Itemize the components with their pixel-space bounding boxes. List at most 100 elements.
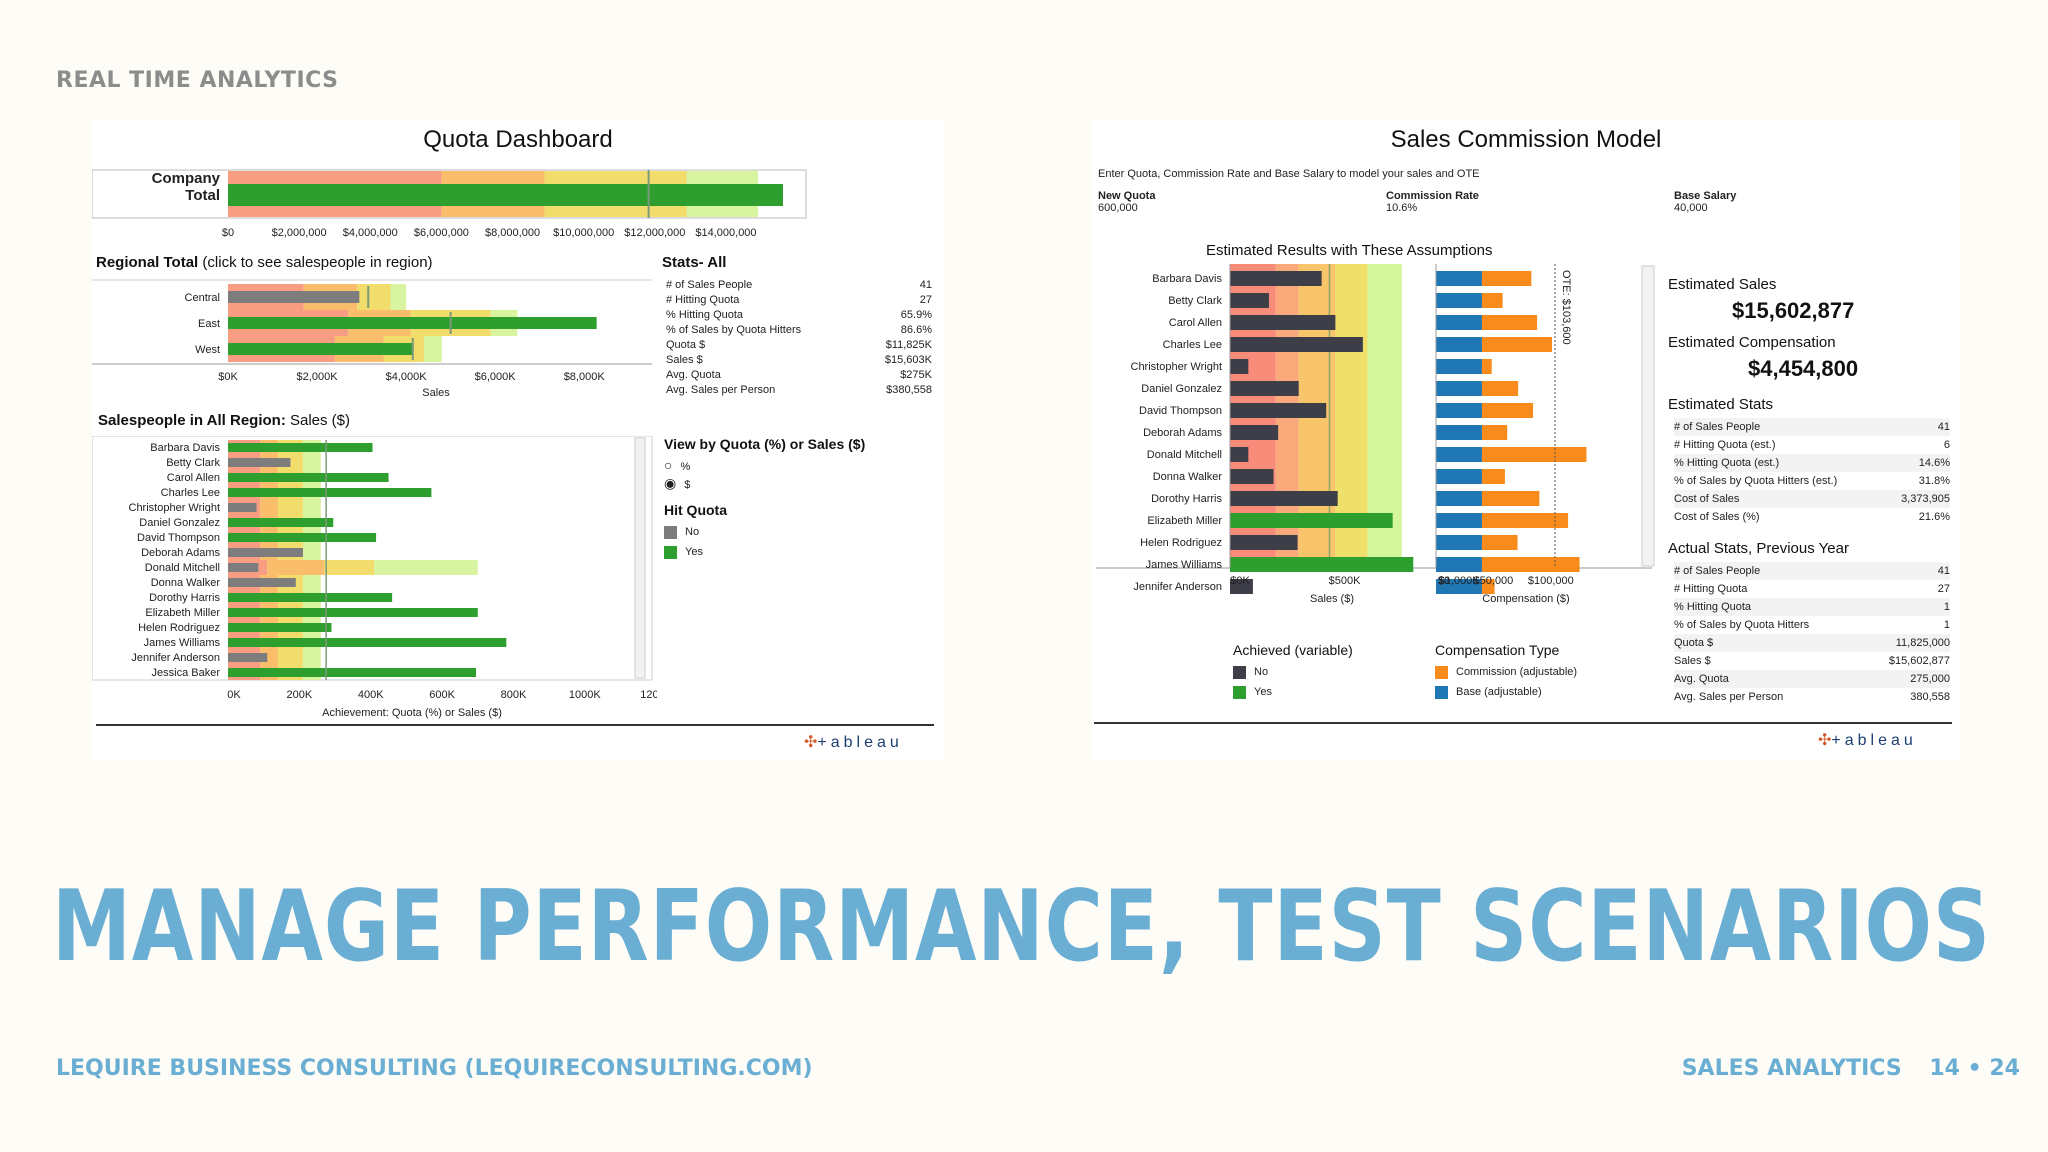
commission-row-label: Daniel Gonzalez (1141, 383, 1222, 395)
sales-tick-label: $500K (1329, 575, 1361, 587)
company-total-chart[interactable]: $0 $2,000,000 $4,000,000 $6,000,000 $8,000,0… (92, 164, 944, 364)
legend-item[interactable]: Yes (1233, 682, 1272, 702)
legend-item[interactable]: Yes (664, 542, 703, 562)
regional-heading: Regional Total (click to see salespeople… (96, 254, 433, 271)
stats-value: 6 (1943, 439, 1950, 451)
commission-bar (1481, 381, 1519, 396)
salespeople-bar (228, 443, 373, 452)
param-value[interactable]: 40,000 (1674, 202, 1708, 214)
salespeople-tick-label: 200K (287, 689, 313, 701)
quota-dashboard: Quota Dashboard Company Total $0 $2,000,0… (92, 120, 944, 760)
stats-value: 380,558 (1910, 691, 1950, 703)
regional-bar (228, 291, 360, 303)
param-value[interactable]: 600,000 (1098, 202, 1138, 214)
stats-value: 41 (919, 279, 932, 291)
stats-value: 3,373,905 (1901, 493, 1950, 505)
legend-item[interactable]: Commission (adjustable) (1435, 662, 1577, 682)
salespeople-heading: Salespeople in All Region: Sales ($) (98, 412, 351, 429)
sales-bar (1230, 513, 1393, 528)
company-total-bar (228, 184, 783, 206)
tableau-logo: ✣+ableau (804, 734, 903, 751)
commission-row-label: Christopher Wright (1131, 361, 1223, 373)
commission-model-rule (1094, 722, 1952, 724)
commission-charts[interactable]: Barbara Davis Betty Clark Carol Allen Charl… (1092, 264, 1660, 634)
comp-legend-heading: Compensation Type (1435, 642, 1560, 658)
param-field[interactable]: New Quota 600,000 (1098, 190, 1155, 214)
stats-label: Sales $ (666, 354, 703, 366)
sales-bar (1230, 359, 1249, 374)
param-value[interactable]: 10.6% (1386, 202, 1418, 214)
salespeople-band (277, 500, 303, 515)
commission-row-label: Betty Clark (1168, 295, 1222, 307)
legend-item[interactable]: No (664, 522, 703, 542)
legend-swatch (1233, 665, 1246, 679)
sales-bar (1230, 535, 1298, 550)
base-bar (1436, 579, 1482, 594)
legend-swatch (1435, 665, 1448, 679)
stats-value: 21.6% (1918, 511, 1950, 523)
view-option-percent[interactable]: ○% (664, 456, 690, 474)
salespeople-band (302, 455, 321, 470)
param-field[interactable]: Commission Rate 10.6% (1386, 190, 1479, 214)
hit-quota-legend: No Yes (664, 522, 703, 562)
estimated-comp-label: Estimated Compensation (1668, 334, 1836, 351)
legend-item[interactable]: No (1233, 662, 1272, 682)
legend-label: Yes (1254, 686, 1272, 698)
sales-bar (1230, 293, 1269, 308)
salespeople-bar (228, 668, 476, 677)
param-field[interactable]: Base Salary 40,000 (1674, 190, 1736, 214)
regional-tick-label: $2,000K (297, 371, 339, 383)
legend-label: Yes (685, 546, 703, 558)
base-bar (1436, 425, 1482, 440)
stats-label: Avg. Sales per Person (666, 384, 776, 396)
commission-scrollbar (1641, 265, 1655, 567)
hit-quota-heading: Hit Quota (664, 502, 727, 518)
stats-value: 1 (1943, 619, 1950, 631)
param-label: New Quota (1098, 190, 1156, 202)
view-option-dollar[interactable]: ◉ $ (664, 474, 690, 492)
stats-label: Avg. Quota (666, 369, 721, 381)
salespeople-bar (228, 518, 334, 527)
radio-icon[interactable]: ◉ (664, 475, 677, 491)
salespeople-frame (92, 436, 653, 681)
stats-value: $15,602,877 (1888, 655, 1950, 667)
sales-bar (1230, 425, 1279, 440)
stats-row: Quota $ 11,825,000 (1674, 634, 1950, 652)
salespeople-bar (228, 593, 393, 602)
commission-bar (1481, 535, 1518, 550)
commission-bar (1481, 579, 1495, 594)
stats-value: 14.6% (1918, 457, 1950, 469)
stats-label: Cost of Sales (1674, 493, 1740, 505)
commission-row-label: David Thompson (1139, 405, 1222, 417)
salespeople-chart[interactable]: Barbara Davis Betty Clark Carol Allen Charl… (92, 436, 657, 746)
stats-label: Quota $ (1674, 637, 1714, 649)
radio-icon[interactable]: ○ (664, 457, 673, 473)
base-bar (1436, 271, 1482, 286)
stats-value: 86.6% (900, 324, 932, 336)
stats-label: % of Sales by Quota Hitters (666, 324, 802, 336)
legend-label: Commission (adjustable) (1456, 666, 1578, 678)
regional-chart[interactable]: Central East West $0K $2,000K $4,000K $6,000K $… (92, 278, 652, 398)
legend-label: No (685, 526, 700, 538)
estimated-sales-value: $15,602,877 (1732, 298, 1855, 323)
legend-item[interactable]: Base (adjustable) (1435, 682, 1577, 702)
commission-bar (1481, 557, 1580, 572)
sales-bar (1230, 315, 1336, 330)
commission-row-label: Donald Mitchell (1147, 449, 1222, 461)
commission-bar (1481, 491, 1540, 506)
stats-row: # of Sales People 41 (1674, 562, 1950, 580)
commission-bar (1481, 447, 1587, 462)
commission-bar (1481, 513, 1569, 528)
salespeople-band (277, 650, 303, 665)
comp-tick-label: $50,000 (1474, 575, 1514, 587)
salespeople-band (302, 545, 321, 560)
salespeople-bar (228, 623, 332, 632)
stats-row: # Hitting Quota 27 (1674, 580, 1950, 598)
regional-bar (228, 317, 597, 329)
base-bar (1436, 293, 1482, 308)
view-control-heading: View by Quota (%) or Sales ($) (664, 436, 866, 452)
stats-row: # of Sales People 41 (666, 278, 932, 293)
stats-label: # of Sales People (1674, 565, 1761, 577)
stats-label: % Hitting Quota (1674, 601, 1752, 613)
salespeople-row-label: Daniel Gonzalez (139, 517, 220, 529)
